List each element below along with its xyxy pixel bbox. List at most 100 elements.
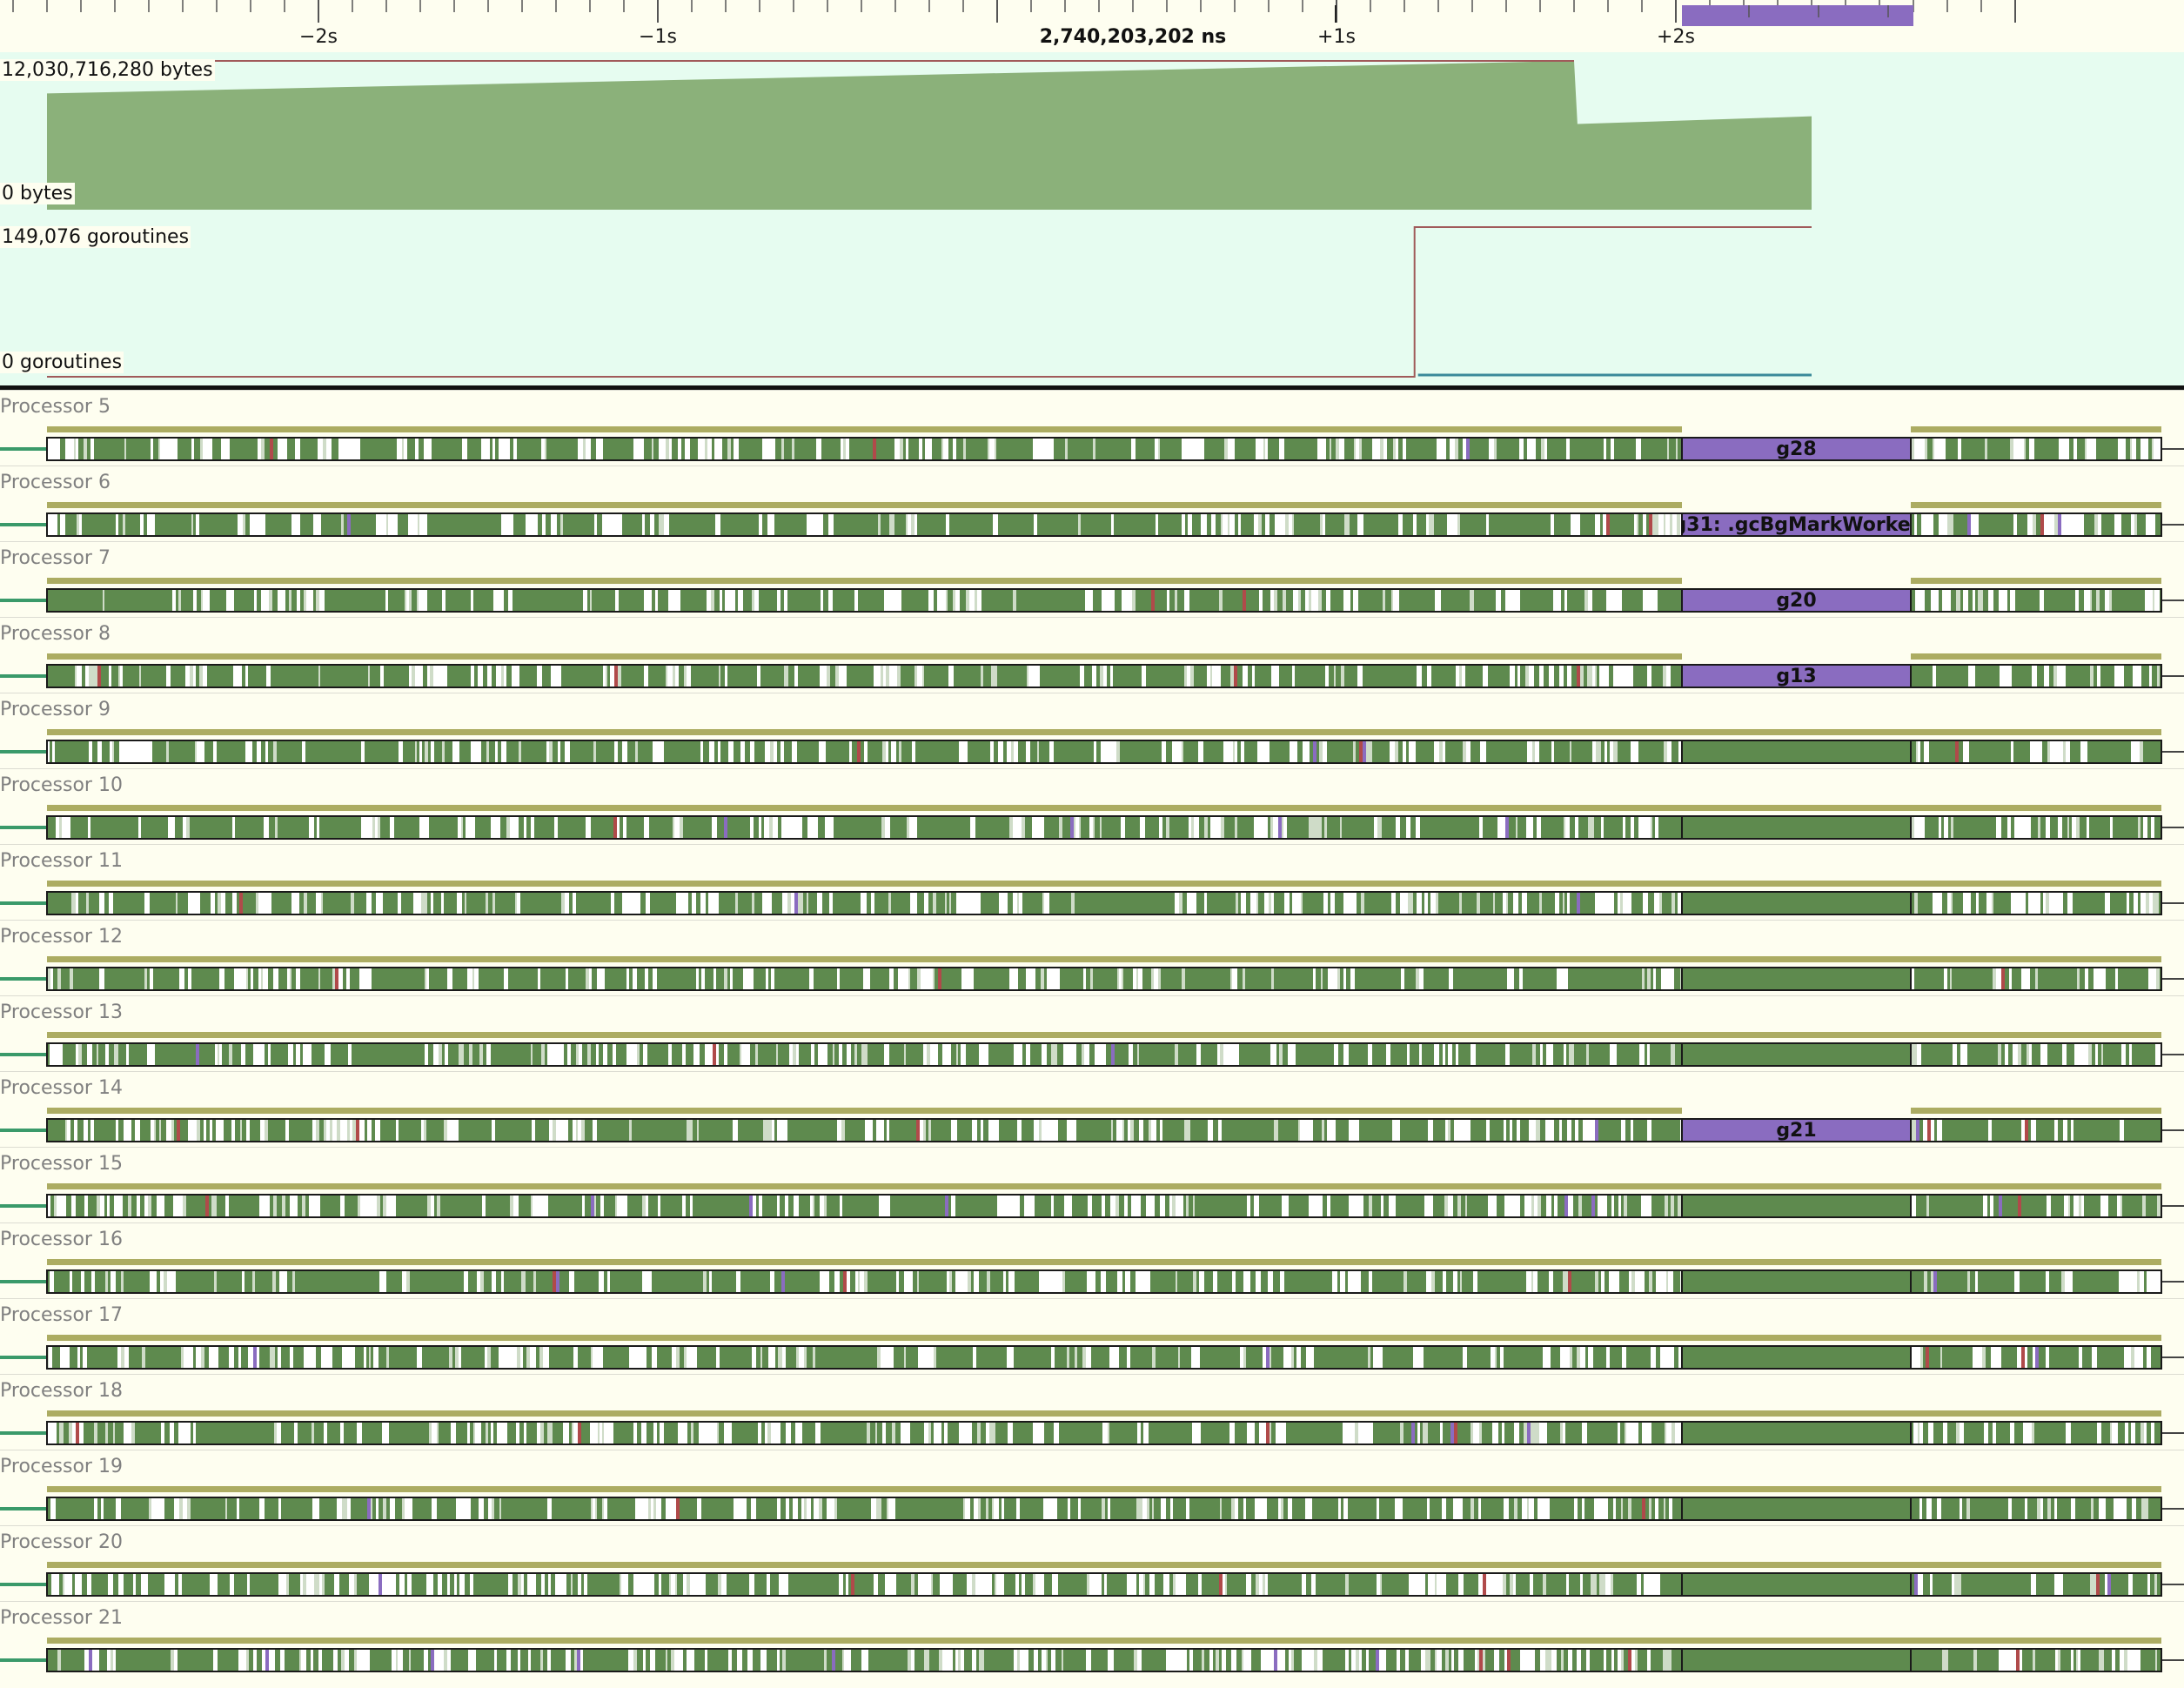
goroutine-slice[interactable] <box>1947 589 1951 612</box>
goroutine-slice[interactable] <box>158 968 162 990</box>
goroutine-slice[interactable] <box>930 1043 933 1066</box>
goroutine-slice[interactable] <box>369 1270 374 1293</box>
goroutine-slice[interactable] <box>2109 665 2114 687</box>
goroutine-slice[interactable] <box>1629 513 1634 536</box>
goroutine-slice[interactable] <box>1495 892 1497 914</box>
goroutine-slice[interactable] <box>352 438 354 460</box>
goroutine-slice[interactable] <box>889 589 893 612</box>
goroutine-slice[interactable] <box>266 892 271 914</box>
goroutine-slice[interactable] <box>254 513 257 536</box>
goroutine-slice[interactable] <box>998 740 1003 763</box>
goroutine-slice[interactable] <box>1096 740 1101 763</box>
goroutine-slice[interactable] <box>1106 968 1109 990</box>
goroutine-slice[interactable] <box>637 968 642 990</box>
goroutine-slice[interactable] <box>57 1195 61 1217</box>
goroutine-slice[interactable] <box>886 1195 890 1217</box>
goroutine-slice[interactable] <box>382 1043 385 1066</box>
goroutine-slice[interactable] <box>2040 665 2044 687</box>
goroutine-slice[interactable] <box>2101 513 2104 536</box>
goroutine-slice[interactable] <box>841 513 854 536</box>
goroutine-slice[interactable] <box>1642 1119 1647 1142</box>
goroutine-slice[interactable] <box>193 665 196 687</box>
goroutine-slice[interactable] <box>817 1119 822 1142</box>
goroutine-slice[interactable] <box>1086 1346 1091 1369</box>
goroutine-slice[interactable] <box>1330 438 1331 460</box>
goroutine-slice[interactable] <box>1326 589 1330 612</box>
goroutine-slice[interactable] <box>305 740 311 763</box>
goroutine-slice[interactable] <box>2087 438 2092 460</box>
goroutine-slice[interactable] <box>368 816 372 839</box>
goroutine-slice[interactable] <box>2062 1043 2067 1066</box>
goroutine-slice[interactable] <box>1584 892 1587 914</box>
goroutine-slice[interactable] <box>504 665 506 687</box>
goroutine-slice[interactable] <box>491 816 495 839</box>
goroutine-slice[interactable] <box>1014 740 1018 763</box>
goroutine-slice[interactable] <box>714 1270 734 1293</box>
goroutine-slice[interactable] <box>830 665 835 687</box>
goroutine-slice[interactable] <box>251 968 253 990</box>
goroutine-slice[interactable] <box>766 589 769 612</box>
goroutine-slice[interactable] <box>1071 892 1075 914</box>
goroutine-slice[interactable] <box>1366 740 1370 763</box>
goroutine-slice[interactable] <box>864 740 868 763</box>
goroutine-slice[interactable] <box>1546 1043 1549 1066</box>
goroutine-slice[interactable] <box>449 1346 452 1369</box>
goroutine-slice[interactable] <box>377 1043 382 1066</box>
goroutine-slice[interactable] <box>784 665 787 687</box>
goroutine-slice[interactable] <box>1947 968 1950 990</box>
goroutine-slice[interactable] <box>759 1195 762 1217</box>
goroutine-slice[interactable] <box>673 513 676 536</box>
goroutine-slice[interactable] <box>361 816 365 839</box>
goroutine-slice[interactable] <box>1049 892 1071 914</box>
goroutine-slice[interactable] <box>2034 816 2038 839</box>
goroutine-slice[interactable] <box>172 1346 176 1369</box>
goroutine-slice[interactable] <box>1308 1043 1311 1066</box>
goroutine-slice[interactable] <box>794 1043 796 1066</box>
goroutine-slice[interactable] <box>241 968 246 990</box>
goroutine-slice[interactable] <box>1458 1043 1471 1066</box>
goroutine-slice[interactable] <box>660 1195 682 1217</box>
goroutine-slice[interactable] <box>849 665 868 687</box>
goroutine-slice[interactable] <box>1530 513 1551 536</box>
goroutine-slice[interactable] <box>1916 1195 1921 1217</box>
goroutine-slice[interactable] <box>901 740 907 763</box>
goroutine-slice[interactable] <box>1182 438 1185 460</box>
goroutine-slice[interactable] <box>800 892 803 914</box>
goroutine-slice[interactable] <box>118 1043 121 1066</box>
goroutine-slice[interactable] <box>1333 513 1337 536</box>
goroutine-slice[interactable] <box>660 816 673 839</box>
goroutine-slice[interactable] <box>637 1195 642 1217</box>
goroutine-slice[interactable] <box>1542 740 1547 763</box>
goroutine-slice[interactable] <box>1534 665 1539 687</box>
goroutine-slice[interactable] <box>246 589 249 612</box>
goroutine-slice[interactable] <box>1292 740 1297 763</box>
goroutine-slice[interactable] <box>1283 968 1288 990</box>
goroutine-slice[interactable] <box>1361 589 1371 612</box>
goroutine-slice[interactable] <box>1342 816 1363 839</box>
goroutine-slice[interactable] <box>1996 665 2000 687</box>
goroutine-slice[interactable] <box>1020 1346 1028 1369</box>
goroutine-slice[interactable] <box>894 513 897 536</box>
goroutine-slice[interactable] <box>323 740 328 763</box>
goroutine-slice[interactable] <box>1999 589 2002 612</box>
goroutine-slice[interactable] <box>200 1119 204 1142</box>
goroutine-slice[interactable] <box>1578 816 1581 839</box>
goroutine-slice[interactable] <box>1192 513 1197 536</box>
goroutine-slice[interactable] <box>1423 816 1427 839</box>
goroutine-slice[interactable] <box>1216 589 1219 612</box>
goroutine-slice[interactable] <box>1944 513 1947 536</box>
goroutine-slice[interactable] <box>1623 892 1628 914</box>
goroutine-slice[interactable] <box>332 438 334 460</box>
goroutine-slice[interactable] <box>1262 740 1264 763</box>
goroutine-slice[interactable] <box>1119 968 1122 990</box>
goroutine-slice[interactable] <box>533 665 537 687</box>
goroutine-slice[interactable] <box>1095 1195 1098 1217</box>
goroutine-slice[interactable] <box>105 1270 108 1293</box>
goroutine-slice[interactable] <box>2026 892 2028 914</box>
goroutine-slice[interactable] <box>1952 968 1965 990</box>
goroutine-slice[interactable] <box>582 892 587 914</box>
goroutine-slice[interactable] <box>684 1119 687 1142</box>
goroutine-slice[interactable] <box>63 1043 65 1066</box>
goroutine-slice[interactable] <box>2010 438 2013 460</box>
goroutine-slice[interactable] <box>1589 1043 1610 1066</box>
